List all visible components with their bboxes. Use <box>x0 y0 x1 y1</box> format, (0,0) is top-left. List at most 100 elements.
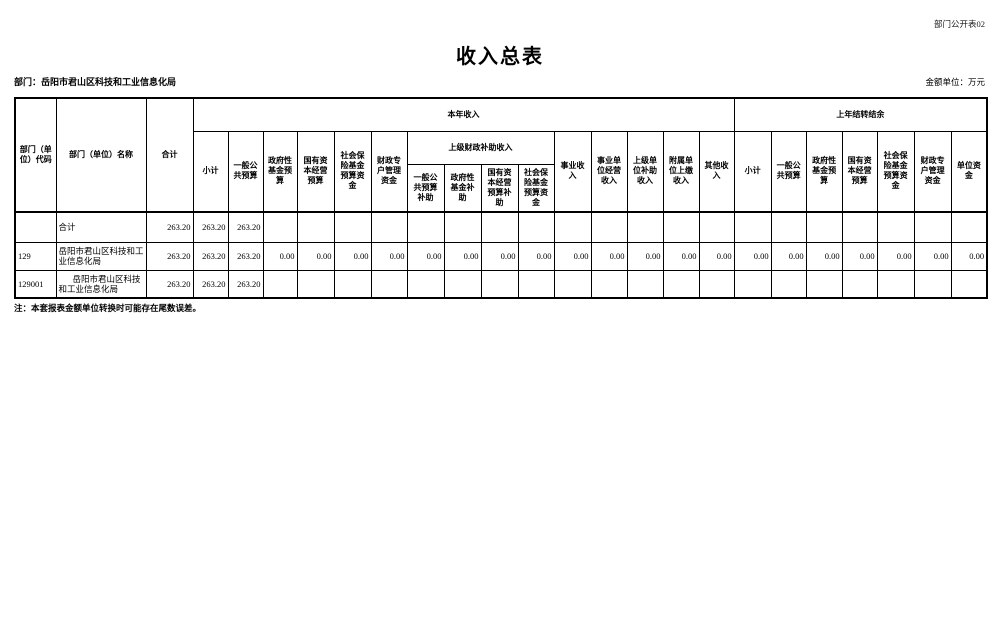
cell-value <box>698 211 735 243</box>
cell-value <box>370 211 408 243</box>
col-header-total: 合计 <box>145 97 194 213</box>
col-header-cy-subtotal: 小计 <box>192 130 229 213</box>
cell-value: 263.20 <box>145 211 194 243</box>
cell-value <box>296 269 335 299</box>
table-row: 合计 263.20 263.20 263.20 <box>14 211 988 243</box>
cell-value: 0.00 <box>480 241 519 271</box>
cell-value <box>913 211 952 243</box>
cell-value <box>805 211 843 243</box>
group-header-prev-year: 上年结转结余 <box>733 97 988 132</box>
col-header-other-income: 其他收入 <box>698 130 735 213</box>
col-header-subsidy-social-insurance: 社会保险基金预算资金 <box>517 163 555 213</box>
col-header-subsidy-state-capital: 国有资本经营预算补助 <box>480 163 519 213</box>
col-header-affiliated-remitted: 附属单位上缴收入 <box>662 130 700 213</box>
col-header-subsidy-general-public: 一般公共预算补助 <box>406 163 445 213</box>
col-header-cy-state-capital: 国有资本经营预算 <box>296 130 335 213</box>
cell-code: 129 <box>14 241 57 271</box>
cell-value: 0.00 <box>590 241 628 271</box>
cell-value <box>333 269 372 299</box>
col-header-py-gov-fund: 政府性基金预算 <box>805 130 843 213</box>
page-title: 收入总表 <box>456 46 544 68</box>
cell-value <box>626 269 664 299</box>
col-header-cy-social-insurance: 社会保险基金预算资金 <box>333 130 372 213</box>
cell-value <box>841 269 878 299</box>
cell-value: 0.00 <box>296 241 335 271</box>
meta-row: 部门：岳阳市君山区科技和工业信息化局 金额单位：万元 <box>14 75 985 88</box>
cell-value <box>805 269 843 299</box>
cell-value: 263.20 <box>192 269 229 299</box>
col-header-cy-fiscal-account: 财政专户管理资金 <box>370 130 408 213</box>
cell-value: 0.00 <box>333 241 372 271</box>
col-header-dept-name: 部门（单位）名称 <box>55 97 147 213</box>
cell-value: 0.00 <box>770 241 807 271</box>
cell-value <box>480 269 519 299</box>
cell-value <box>262 269 298 299</box>
table-row: 129001 岳阳市君山区科技和工业信息化局 263.20 263.20 263… <box>14 269 988 299</box>
cell-value <box>480 211 519 243</box>
cell-value <box>733 269 772 299</box>
cell-value <box>296 211 335 243</box>
cell-value: 263.20 <box>145 269 194 299</box>
cell-value: 263.20 <box>227 241 264 271</box>
cell-value <box>262 211 298 243</box>
cell-value: 263.20 <box>145 241 194 271</box>
cell-value: 0.00 <box>553 241 592 271</box>
cell-value <box>913 269 952 299</box>
col-header-superior-unit-subsidy: 上级单位补助收入 <box>626 130 664 213</box>
cell-value: 263.20 <box>227 269 264 299</box>
cell-value <box>950 211 988 243</box>
cell-value: 0.00 <box>950 241 988 271</box>
col-header-py-state-capital: 国有资本经营预算 <box>841 130 878 213</box>
footnote: 注：本套报表金额单位转换时可能存在尾数误差。 <box>14 303 202 313</box>
cell-value <box>517 269 555 299</box>
cell-value <box>733 211 772 243</box>
cell-value <box>876 211 915 243</box>
cell-value: 0.00 <box>913 241 952 271</box>
income-summary-table: 部门（单位）代码 部门（单位）名称 合计 本年收入 上年结转结余 小计 一般公共… <box>14 97 989 299</box>
cell-name: 合计 <box>55 211 147 243</box>
col-header-py-fiscal-account: 财政专户管理资金 <box>913 130 952 213</box>
cell-value <box>406 211 445 243</box>
cell-value: 0.00 <box>841 241 878 271</box>
cell-name: 岳阳市君山区科技和工业信息化局 <box>55 241 147 271</box>
cell-value <box>626 211 664 243</box>
cell-value <box>370 269 408 299</box>
corner-label: 部门公开表02 <box>933 19 985 29</box>
cell-value <box>698 269 735 299</box>
cell-value: 0.00 <box>662 241 700 271</box>
col-header-py-social-insurance: 社会保险基金预算资金 <box>876 130 915 213</box>
cell-value <box>841 211 878 243</box>
cell-value <box>662 269 700 299</box>
cell-value: 0.00 <box>876 241 915 271</box>
cell-value <box>950 269 988 299</box>
cell-value: 263.20 <box>227 211 264 243</box>
cell-value: 263.20 <box>192 241 229 271</box>
col-header-cy-gov-fund: 政府性基金预算 <box>262 130 298 213</box>
col-header-dept-code: 部门（单位）代码 <box>14 97 57 213</box>
col-header-py-subtotal: 小计 <box>733 130 772 213</box>
cell-value <box>333 211 372 243</box>
cell-value: 0.00 <box>805 241 843 271</box>
cell-value <box>553 269 592 299</box>
col-header-cy-general-public: 一般公共预算 <box>227 130 264 213</box>
group-header-superior-subsidy: 上级财政补助收入 <box>406 130 555 165</box>
cell-value <box>406 269 445 299</box>
cell-value: 0.00 <box>626 241 664 271</box>
cell-name: 岳阳市君山区科技和工业信息化局 <box>55 269 147 299</box>
cell-value <box>770 269 807 299</box>
cell-code <box>14 211 57 243</box>
cell-value: 0.00 <box>262 241 298 271</box>
cell-value: 263.20 <box>192 211 229 243</box>
cell-value <box>876 269 915 299</box>
table-row: 129 岳阳市君山区科技和工业信息化局 263.20 263.20 263.20… <box>14 241 988 271</box>
cell-value <box>770 211 807 243</box>
cell-value: 0.00 <box>406 241 445 271</box>
cell-value <box>443 211 482 243</box>
cell-value: 0.00 <box>698 241 735 271</box>
col-header-subsidy-gov-fund: 政府性基金补助 <box>443 163 482 213</box>
cell-value <box>553 211 592 243</box>
cell-value: 0.00 <box>517 241 555 271</box>
cell-value <box>590 211 628 243</box>
cell-code: 129001 <box>14 269 57 299</box>
